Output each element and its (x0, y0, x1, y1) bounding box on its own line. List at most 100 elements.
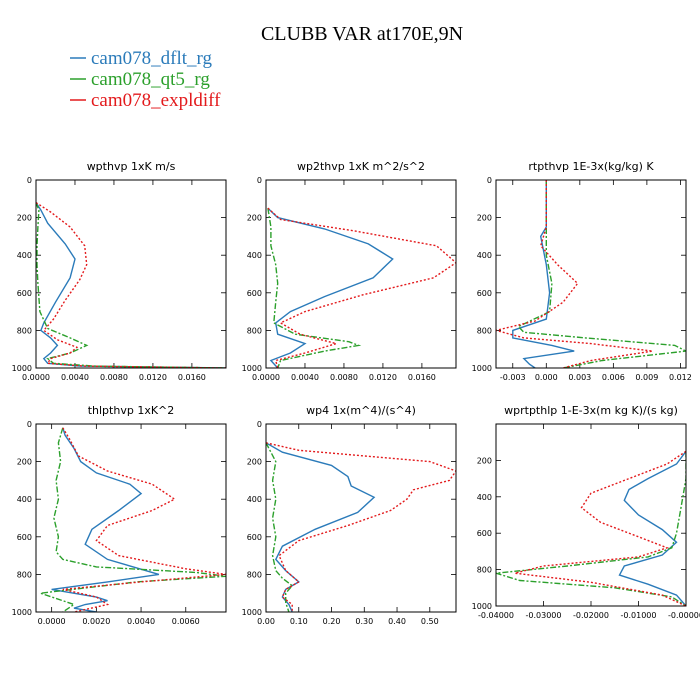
y-tick-label: 200 (247, 214, 262, 223)
y-tick-label: 800 (477, 326, 492, 335)
panel-title: wp4 1x(m^4)/(s^4) (306, 404, 416, 417)
panel-title: rtpthvp 1E-3x(kg/kg) K (528, 160, 654, 173)
x-tick-label: 0.0120 (139, 373, 167, 382)
panel-3: rtpthvp 1E-3x(kg/kg) K 0 200 400 600 800 1000-… (472, 160, 692, 382)
y-tick-label: 800 (17, 326, 32, 335)
y-tick-label: 800 (247, 326, 262, 335)
figure-title: CLUBB VAR at170E,9N (261, 23, 463, 45)
y-tick-label: 800 (477, 566, 492, 575)
y-tick-label: 800 (247, 570, 262, 579)
y-tick-label: 200 (17, 214, 32, 223)
y-tick-label: 1000 (472, 602, 492, 611)
series-line-cam078-qt5-rg (40, 427, 226, 612)
legend-label-expldiff: cam078_expldiff (91, 90, 221, 111)
x-tick-label: 0.000 (535, 373, 558, 382)
x-tick-label: 0.0120 (369, 373, 397, 382)
y-tick-label: 200 (17, 458, 32, 467)
y-tick-label: 600 (477, 529, 492, 538)
x-tick-label: -0.003 (500, 373, 526, 382)
x-tick-label: 0.0040 (61, 373, 89, 382)
series-line-cam078-expldiff (514, 450, 686, 606)
y-tick-label: 0 (27, 420, 32, 429)
panel-4: thlpthvp 1xK^2 0 200 400 600 800 1000 0.0000 0.0… (12, 404, 227, 626)
y-tick-label: 400 (247, 495, 262, 504)
panel-title: wprtpthlp 1-E-3x(m kg K)/(s kg) (504, 404, 678, 417)
series-line-cam078-qt5-rg (517, 180, 686, 368)
legend-label-dflt: cam078_dflt_rg (91, 48, 213, 69)
x-tick-label: 0.50 (421, 617, 439, 626)
x-tick-label: 0.00 (257, 617, 275, 626)
x-tick-label: 0.10 (290, 617, 308, 626)
y-tick-label: 1000 (12, 608, 32, 617)
y-tick-label: 0 (257, 176, 262, 185)
x-tick-label: 0.0000 (22, 373, 50, 382)
plot-frame (265, 423, 457, 613)
x-tick-label: 0.003 (568, 373, 591, 382)
series-line-cam078-qt5-rg (266, 442, 294, 612)
series-line-cam078-expldiff (36, 202, 226, 368)
y-tick-label: 600 (247, 533, 262, 542)
legend-label-qt5: cam078_qt5_rg (91, 69, 210, 90)
series-line-cam078-dflt-rg (51, 427, 160, 612)
y-tick-label: 600 (247, 289, 262, 298)
plot-frame (495, 423, 687, 607)
y-tick-label: 400 (17, 251, 32, 260)
y-tick-label: 800 (17, 570, 32, 579)
x-tick-label: 0.40 (388, 617, 406, 626)
x-tick-label: -0.04000 (478, 611, 514, 620)
x-tick-label: -0.02000 (573, 611, 609, 620)
y-tick-label: 0 (27, 176, 32, 185)
y-tick-label: 1000 (472, 364, 492, 373)
y-tick-label: 400 (17, 495, 32, 504)
y-tick-label: 0 (257, 420, 262, 429)
legend: cam078_dflt_rg cam078_qt5_rg cam078_expl… (70, 48, 221, 111)
series-line-cam078-expldiff (496, 180, 653, 368)
series-line-cam078-qt5-rg (36, 202, 226, 368)
panel-title: wpthvp 1xK m/s (87, 160, 176, 173)
plot-frame (35, 179, 227, 369)
y-tick-label: 200 (477, 214, 492, 223)
x-tick-label: 0.009 (635, 373, 658, 382)
series-line-cam078-dflt-rg (36, 202, 226, 368)
series-line-cam078-expldiff (62, 427, 226, 612)
y-tick-label: 1000 (242, 364, 262, 373)
series-line-cam078-qt5-rg (267, 208, 362, 368)
x-tick-label: 0.0000 (252, 373, 280, 382)
x-tick-label: 0.30 (355, 617, 373, 626)
x-tick-label: 0.0040 (291, 373, 319, 382)
x-tick-label: 0.0040 (127, 617, 155, 626)
y-tick-label: 200 (247, 458, 262, 467)
y-tick-label: 600 (17, 289, 32, 298)
x-tick-label: 0.0160 (408, 373, 436, 382)
y-tick-label: 600 (17, 533, 32, 542)
series-line-cam078-qt5-rg (496, 451, 686, 606)
x-tick-label: 0.0020 (82, 617, 110, 626)
y-tick-label: 600 (477, 289, 492, 298)
x-tick-label: 0.0080 (330, 373, 358, 382)
series-line-cam078-expldiff (267, 207, 456, 368)
x-tick-label: -0.03000 (526, 611, 562, 620)
y-tick-label: 400 (477, 251, 492, 260)
series-line-cam078-dflt-rg (267, 207, 394, 368)
plot-frame (35, 423, 227, 613)
panel-6: wprtpthlp 1-E-3x(m kg K)/(s kg) 200 400 600… (472, 404, 700, 620)
panel-title: wp2thvp 1xK m^2/s^2 (297, 160, 425, 173)
y-tick-label: 200 (477, 456, 492, 465)
x-tick-label: 0.20 (323, 617, 341, 626)
x-tick-label: 0.0080 (100, 373, 128, 382)
series-line-cam078-dflt-rg (266, 442, 376, 612)
y-tick-label: 1000 (242, 608, 262, 617)
x-tick-label: -0.01000 (621, 611, 657, 620)
y-tick-label: 1000 (12, 364, 32, 373)
panel-title: thlpthvp 1xK^2 (88, 404, 175, 417)
x-tick-label: 0.012 (669, 373, 692, 382)
plot-frame (495, 179, 687, 369)
panel-2: wp2thvp 1xK m^2/s^2020040060080010000.00… (242, 160, 457, 382)
series-line-cam078-dflt-rg (618, 450, 686, 606)
